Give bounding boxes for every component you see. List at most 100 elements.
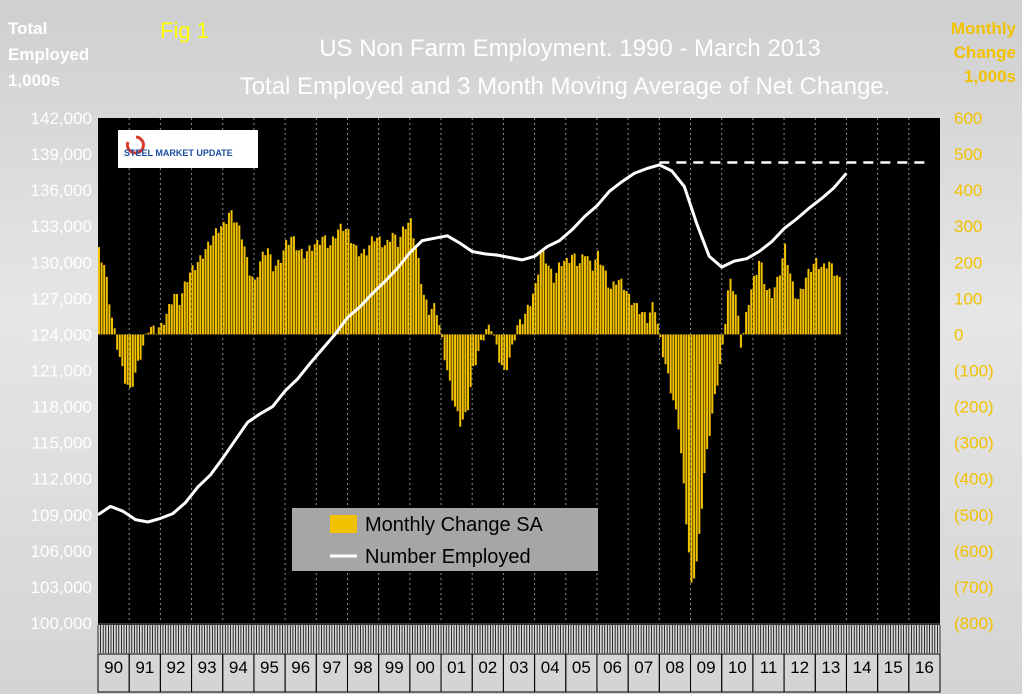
bar-138 bbox=[456, 334, 459, 412]
bar-192 bbox=[596, 250, 599, 335]
bar-77 bbox=[298, 250, 301, 335]
bar-199 bbox=[615, 284, 618, 335]
y-right-tick-11: 300 bbox=[954, 217, 982, 236]
bar-230 bbox=[695, 334, 698, 562]
x-tick-14: 14 bbox=[853, 658, 872, 677]
bar-120 bbox=[409, 218, 412, 335]
y-left-tick-6: 118,000 bbox=[32, 398, 92, 417]
bar-142 bbox=[467, 334, 470, 411]
bar-178 bbox=[560, 265, 563, 335]
bar-129 bbox=[433, 303, 436, 335]
bar-280 bbox=[825, 268, 828, 335]
bar-49 bbox=[225, 223, 228, 335]
y-left-tick-3: 109,000 bbox=[31, 506, 92, 525]
bar-83 bbox=[313, 244, 316, 335]
bar-58 bbox=[248, 275, 251, 335]
bar-273 bbox=[807, 268, 810, 335]
bar-84 bbox=[316, 239, 319, 335]
bar-3 bbox=[105, 276, 108, 335]
bar-270 bbox=[799, 288, 802, 335]
bar-225 bbox=[682, 334, 685, 484]
bar-30 bbox=[175, 294, 178, 335]
bar-35 bbox=[188, 272, 191, 335]
bar-125 bbox=[422, 294, 425, 335]
bar-249 bbox=[745, 312, 748, 335]
bar-107 bbox=[376, 237, 379, 335]
bar-226 bbox=[685, 334, 688, 525]
x-tick-06: 06 bbox=[603, 658, 622, 677]
bar-20 bbox=[149, 326, 152, 335]
bar-22 bbox=[155, 333, 158, 335]
bar-274 bbox=[810, 271, 813, 335]
y-left-tick-2: 106,000 bbox=[31, 542, 92, 561]
bar-222 bbox=[674, 334, 677, 410]
bar-135 bbox=[448, 334, 451, 381]
legend-label-monthly-change: Monthly Change SA bbox=[365, 514, 544, 536]
bar-110 bbox=[383, 245, 386, 335]
bar-284 bbox=[836, 275, 839, 335]
bar-187 bbox=[583, 256, 586, 335]
bar-61 bbox=[256, 277, 259, 335]
bar-231 bbox=[698, 334, 701, 534]
bar-131 bbox=[438, 325, 441, 335]
bar-132 bbox=[441, 334, 444, 338]
x-tick-12: 12 bbox=[790, 658, 809, 677]
bar-100 bbox=[357, 256, 360, 335]
bar-217 bbox=[661, 334, 664, 358]
bar-133 bbox=[443, 334, 446, 361]
bar-144 bbox=[472, 334, 475, 367]
bar-123 bbox=[417, 257, 420, 335]
bar-180 bbox=[565, 257, 568, 335]
bar-128 bbox=[430, 308, 433, 335]
bar-104 bbox=[368, 245, 371, 335]
y-right-tick-14: 600 bbox=[954, 109, 982, 128]
x-tick-10: 10 bbox=[728, 658, 747, 677]
bar-41 bbox=[204, 249, 207, 335]
bar-19 bbox=[147, 332, 150, 335]
y-left-label-line3: 1,000s bbox=[8, 71, 60, 90]
x-label-box-16 bbox=[908, 653, 941, 693]
y-right-tick-4: (400) bbox=[954, 470, 994, 489]
bar-166 bbox=[529, 306, 532, 335]
y-left-tick-7: 121,000 bbox=[31, 362, 92, 381]
bar-81 bbox=[308, 245, 311, 335]
bar-206 bbox=[633, 302, 636, 335]
y-right-tick-12: 400 bbox=[954, 181, 982, 200]
bar-211 bbox=[646, 323, 649, 335]
y-left-tick-0: 100,000 bbox=[31, 614, 92, 633]
bar-172 bbox=[544, 263, 547, 335]
y-right-label-line3: 1,000s bbox=[964, 67, 1016, 86]
bar-130 bbox=[435, 315, 438, 335]
bar-12 bbox=[129, 334, 132, 388]
bar-26 bbox=[165, 313, 168, 335]
bar-43 bbox=[209, 245, 212, 335]
bar-210 bbox=[643, 312, 646, 335]
bar-36 bbox=[191, 265, 194, 335]
bar-219 bbox=[667, 334, 670, 374]
figure-label: Fig 1 bbox=[160, 18, 209, 43]
bar-101 bbox=[360, 253, 363, 335]
x-tick-00: 00 bbox=[416, 658, 435, 677]
bar-42 bbox=[207, 241, 210, 335]
bar-57 bbox=[246, 257, 249, 335]
bar-85 bbox=[318, 244, 321, 335]
bar-259 bbox=[771, 298, 774, 335]
bar-257 bbox=[765, 290, 768, 335]
bar-5 bbox=[110, 317, 113, 335]
x-tick-99: 99 bbox=[385, 658, 404, 677]
bar-198 bbox=[612, 281, 615, 335]
bar-140 bbox=[461, 334, 464, 420]
bar-191 bbox=[594, 259, 597, 335]
x-tick-02: 02 bbox=[478, 658, 497, 677]
bar-175 bbox=[552, 282, 555, 335]
bar-37 bbox=[194, 270, 197, 335]
bar-134 bbox=[446, 334, 449, 371]
y-left-label-line2: Employed bbox=[8, 45, 89, 64]
bar-254 bbox=[758, 260, 761, 335]
bar-28 bbox=[170, 304, 173, 335]
y-left-tick-10: 130,000 bbox=[31, 253, 92, 272]
bar-71 bbox=[282, 250, 285, 335]
bar-70 bbox=[279, 262, 282, 335]
bar-171 bbox=[542, 248, 545, 335]
bar-54 bbox=[238, 225, 241, 335]
